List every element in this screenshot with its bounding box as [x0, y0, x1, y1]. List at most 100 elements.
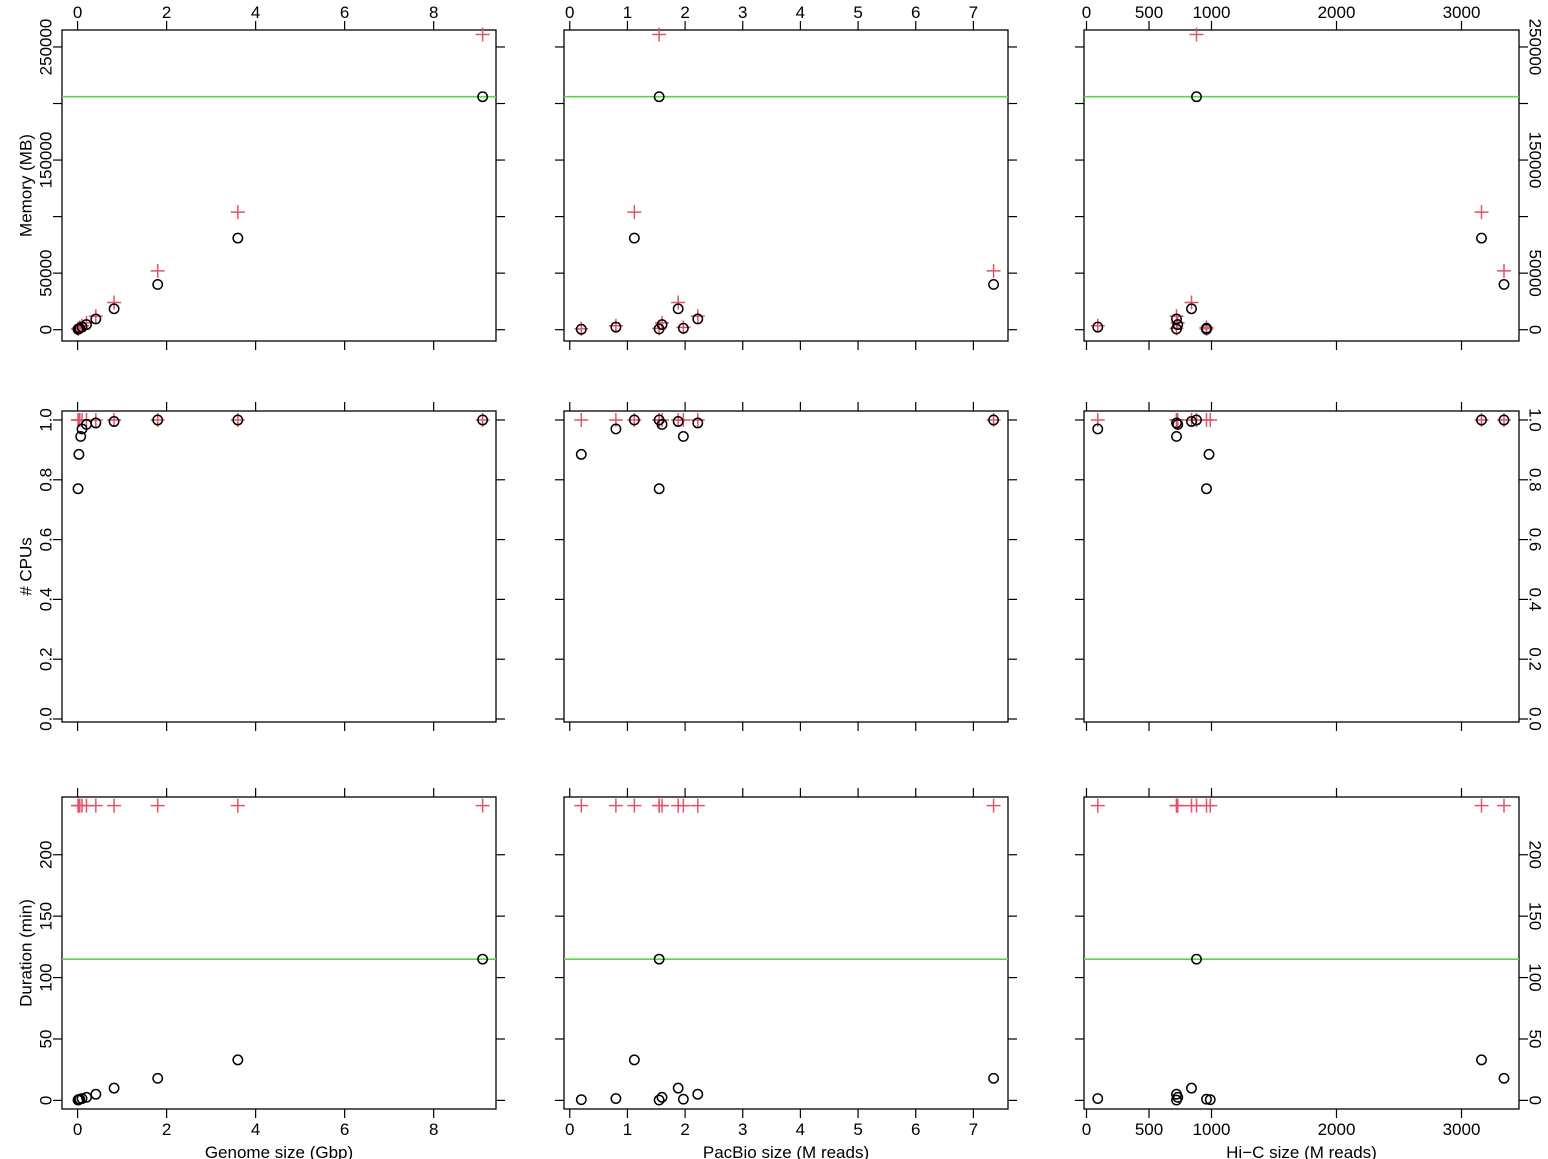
data-point-circle: [988, 1072, 1000, 1084]
x-tick-label-bottom: 1000: [1193, 1120, 1231, 1139]
data-point-circle: [477, 953, 489, 965]
data-point-circle: [1201, 483, 1212, 495]
data-point-circle: [152, 1072, 164, 1084]
data-point-circle: [108, 1082, 120, 1094]
data-point-plus: [1184, 295, 1199, 310]
y-tick-label: 200: [1526, 841, 1545, 869]
plot-frame: [563, 410, 1009, 723]
data-point-circle: [628, 414, 640, 426]
data-point-circle: [75, 430, 87, 442]
data-point-circle: [653, 953, 665, 965]
data-point-circle: [232, 414, 244, 426]
data-point-circle: [72, 323, 84, 335]
data-point-circle: [1498, 1072, 1510, 1084]
x-tick-label-top: 6: [911, 3, 920, 22]
x-tick-label-top: 7: [969, 3, 978, 22]
plot-frame: [563, 29, 1009, 342]
y-tick-label: 0.2: [36, 647, 55, 671]
y-axis-label: Duration (min): [16, 899, 35, 1007]
data-point-circle: [672, 303, 684, 315]
y-tick-label: 0.6: [36, 528, 55, 552]
y-tick-label: 100: [36, 963, 55, 991]
panel-r0-c0: 0 2 4 6 8 0 50000 150000 250000 Memory (MB): [16, 3, 505, 350]
plot-frame: [1083, 410, 1520, 723]
data-point-plus: [230, 798, 245, 813]
plot-frame: [61, 29, 497, 342]
data-point-plus: [1474, 798, 1489, 813]
data-point-circle: [108, 416, 120, 427]
x-tick-label-bottom: 1: [623, 1120, 632, 1139]
data-point-circle: [72, 1094, 84, 1106]
x-tick-label-bottom: 5: [853, 1120, 862, 1139]
x-tick-label-top: 8: [429, 3, 438, 22]
data-point-circle: [610, 423, 622, 435]
data-point-plus: [1497, 263, 1511, 278]
panel-r1-c1: [555, 402, 1017, 731]
y-tick-label: 0: [1526, 325, 1545, 334]
x-tick-label-top: 0: [1082, 3, 1091, 22]
y-tick-label: 200: [36, 841, 55, 869]
data-point-plus: [475, 27, 490, 42]
data-point-circle: [1092, 1093, 1104, 1105]
data-point-circle: [477, 414, 489, 426]
data-point-circle: [677, 322, 689, 334]
panel-r2-c1: 0 1 2 3 4 5 6 7 PacBio size (M reads): [555, 788, 1017, 1159]
data-point-plus: [986, 798, 1001, 813]
x-tick-label-bottom: 4: [251, 1120, 260, 1139]
y-tick-label: 0.4: [1526, 588, 1545, 612]
data-point-plus: [150, 263, 165, 278]
data-point-circle: [1171, 430, 1182, 442]
x-tick-label-top: 2: [162, 3, 171, 22]
data-point-plus: [1474, 205, 1489, 220]
data-point-circle: [1203, 448, 1215, 460]
y-tick-label: 150: [1526, 902, 1545, 930]
data-point-plus: [690, 798, 705, 813]
x-tick-label-top: 4: [251, 3, 260, 22]
panel-r1-c0: 0.0 0.2 0.4 0.6 0.8 1.0 # CPUs: [16, 402, 505, 731]
data-point-circle: [1172, 319, 1184, 331]
data-point-plus: [690, 309, 705, 324]
y-tick-label: 50000: [36, 250, 55, 297]
data-point-plus: [1203, 798, 1218, 813]
data-point-circle: [1498, 279, 1510, 290]
data-point-circle: [988, 279, 1000, 290]
data-point-plus: [676, 798, 691, 813]
data-point-circle: [1092, 423, 1104, 435]
y-tick-label: 0.4: [36, 588, 55, 612]
x-tick-label-top: 1: [623, 3, 632, 22]
data-point-circle: [73, 448, 85, 460]
y-tick-label: 150000: [36, 132, 55, 189]
data-point-circle: [1171, 323, 1182, 335]
y-tick-label: 100: [1526, 963, 1545, 991]
data-point-circle: [1092, 321, 1104, 333]
data-point-circle: [1476, 232, 1487, 244]
plot-frame: [1083, 796, 1520, 1110]
y-tick-label: 0: [36, 325, 55, 334]
data-point-circle: [988, 414, 1000, 426]
data-point-plus: [88, 309, 103, 324]
y-tick-label: 0.8: [1526, 468, 1545, 492]
data-point-plus: [986, 263, 1001, 278]
data-point-circle: [692, 313, 704, 325]
panel-r1-c2: 0.0 0.2 0.4 0.6 0.8 1.0: [1075, 402, 1545, 731]
data-point-circle: [152, 279, 164, 290]
plot-frame: [61, 410, 497, 723]
data-point-circle: [575, 448, 587, 460]
x-tick-label-bottom: 3000: [1443, 1120, 1481, 1139]
data-point-plus: [671, 295, 686, 310]
data-point-circle: [1186, 303, 1197, 315]
data-point-plus: [652, 27, 667, 42]
data-point-circle: [1191, 91, 1202, 103]
data-point-circle: [610, 321, 622, 333]
data-point-plus: [107, 798, 122, 813]
data-point-circle: [90, 313, 102, 325]
x-tick-label-top: 3000: [1443, 3, 1481, 22]
y-tick-label: 50: [1526, 1030, 1545, 1049]
x-tick-label-bottom: 2000: [1318, 1120, 1356, 1139]
y-tick-label: 250000: [36, 19, 55, 76]
x-tick-label-top: 500: [1135, 3, 1163, 22]
data-point-circle: [72, 483, 84, 495]
data-point-plus: [1090, 798, 1105, 813]
x-tick-label-top: 3: [738, 3, 747, 22]
y-tick-label: 0.6: [1526, 528, 1545, 552]
